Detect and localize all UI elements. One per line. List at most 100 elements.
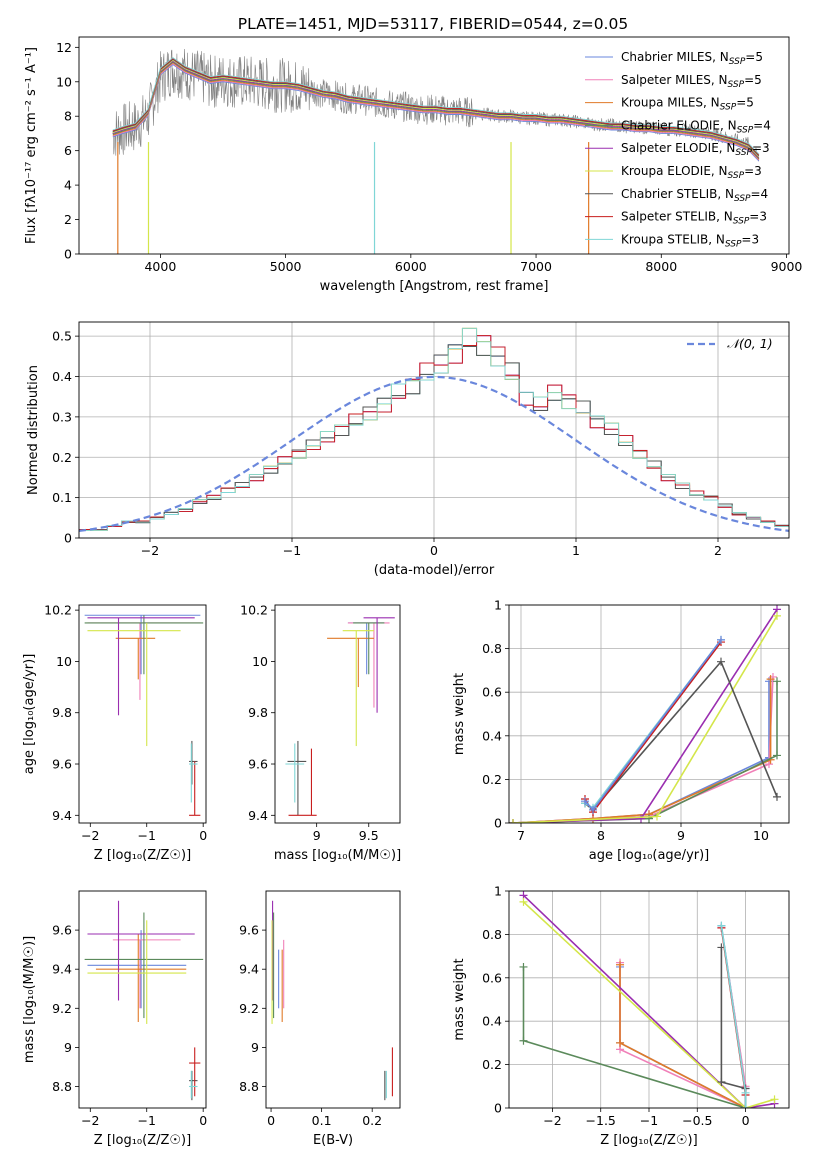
y-tick-label: 8: [64, 109, 72, 124]
z_age-panel: −2 −1 0 9.4 9.6 9.8 10 10.2 Z [log₁₀(Z/Z☉)] age […: [22, 603, 207, 863]
y-tick-label: 9.6: [248, 757, 268, 772]
y-tick-label: 9: [251, 1040, 259, 1055]
mass_age-panel: 9 9.5 9.4 9.6 9.8 10 10.2 mass [log₁₀(M/M☉)]: [240, 603, 401, 863]
y-tick-label: 0.8: [482, 641, 502, 656]
y-tick-label: 10.2: [240, 603, 268, 618]
x-tick-label: 0: [267, 1113, 275, 1128]
legend-subscript: SSP: [735, 148, 752, 158]
x-tick-label: 0: [430, 543, 438, 558]
x-axis-label: age [log₁₀(age/yr)]: [589, 848, 710, 863]
z_age-marks: [84, 614, 204, 816]
plot-layer: 4000 5000 6000 7000 8000 9000024681012wavelen…: [22, 36, 803, 1148]
y-tick-label: 10: [56, 74, 72, 89]
x-axis-label: Z [log₁₀(Z/Z☉)]: [600, 1133, 697, 1148]
legend-count: =5: [736, 96, 754, 110]
legend-subscript: SSP: [733, 217, 750, 227]
weight-line: [522, 894, 775, 1108]
weight-line: [512, 615, 778, 823]
y-tick-label: 9.4: [239, 962, 259, 977]
y-tick-label: 9: [64, 1040, 72, 1055]
weight-marker: [717, 921, 726, 930]
legend-subscript: SSP: [734, 194, 751, 204]
y-tick-label: 9.2: [52, 1001, 72, 1016]
x-tick-label: 0: [199, 828, 207, 843]
legend-count: =5: [745, 50, 763, 64]
weight-marker: [581, 797, 589, 806]
legend-entry: Salpeter MILES, NSSP=5: [621, 73, 762, 90]
weight-marker: [717, 1077, 726, 1086]
weight-line: [512, 681, 770, 823]
z_mass-panel: −2 −1 0 8.8 9 9.2 9.4 9.6 Z [log₁₀(Z/Z☉)] mass [l…: [22, 890, 207, 1148]
mass_age-marks: [285, 617, 395, 816]
axes-frame: [78, 36, 790, 255]
ebv_mass-panel: 0 0.1 0.2 8.8 9 9.2 9.4 9.6 E(B-V): [239, 890, 401, 1148]
weight-line: [522, 967, 746, 1108]
legend-entry: Kroupa MILES, NSSP=5: [621, 96, 754, 113]
y-tick-label: 8.8: [52, 1079, 72, 1094]
model-spectrum: [112, 61, 760, 159]
weight-marker: [519, 897, 528, 906]
legend-entry: Kroupa STELIB, NSSP=3: [621, 232, 759, 249]
x-tick-label: 9000: [771, 259, 803, 274]
legend-subscript: SSP: [728, 171, 745, 181]
weight-marker: [766, 675, 775, 684]
x-tick-label: 8: [597, 828, 605, 843]
y-tick-label: 0.2: [482, 1057, 502, 1072]
y-tick-label: 0.6: [482, 970, 502, 985]
y-tick-label: 0.4: [482, 1014, 502, 1029]
residuals-marks: [79, 327, 789, 532]
axes-frame: [508, 604, 790, 824]
y-tick-label: 0.4: [482, 728, 502, 743]
legend-entry: Kroupa ELODIE, NSSP=3: [621, 164, 762, 181]
x-axis-label: wavelength [Angstrom, rest frame]: [320, 279, 549, 294]
weight-marker: [765, 677, 773, 686]
weight-marker: [765, 760, 773, 769]
model-spectrum: [112, 62, 760, 160]
x-tick-label: 4000: [144, 259, 176, 274]
legend-count: =4: [751, 187, 769, 201]
x-tick-label: 5000: [270, 259, 302, 274]
x-tick-label: −2: [141, 543, 159, 558]
x-tick-label: 9.5: [359, 828, 379, 843]
weight-marker: [509, 819, 517, 823]
z_weight-marks: [519, 891, 779, 1108]
y-axis-label: mass [log₁₀(M/M☉)]: [22, 936, 37, 1063]
x-tick-label: −1: [138, 828, 156, 843]
figure-title: PLATE=1451, MJD=53117, FIBERID=0544, z=0…: [238, 15, 628, 33]
x-tick-label: 8000: [645, 259, 677, 274]
axes-frame: [265, 890, 401, 1109]
x-axis-label: Z [log₁₀(Z/Z☉)]: [94, 1133, 191, 1148]
axes-frame: [274, 604, 401, 824]
x-tick-label: 7: [517, 828, 525, 843]
y-tick-label: 9.4: [248, 808, 268, 823]
weight-marker: [741, 1088, 750, 1097]
legend-entry: Salpeter STELIB, NSSP=3: [621, 210, 767, 227]
legend-count: =4: [753, 118, 771, 132]
x-tick-label: 6000: [395, 259, 427, 274]
weight-line: [619, 964, 746, 1108]
y-tick-label: 0.4: [52, 369, 72, 384]
y-axis-label: age [log₁₀(age/yr)]: [22, 654, 37, 775]
weight-marker: [616, 960, 625, 969]
y-tick-label: 1: [494, 884, 502, 899]
y-axis-label: mass weight: [452, 958, 467, 1040]
x-tick-label: 0.2: [362, 1113, 382, 1128]
model-spectrum: [112, 57, 760, 155]
y-tick-label: 10: [56, 654, 72, 669]
weight-marker: [717, 657, 725, 666]
axes-frame: [78, 604, 207, 824]
legend-subscript: SSP: [737, 125, 754, 135]
y-tick-label: 10.2: [44, 603, 72, 618]
x-tick-label: 0.1: [312, 1113, 332, 1128]
y-tick-label: 0: [64, 247, 72, 262]
x-tick-label: −2: [81, 1113, 99, 1128]
weight-marker: [773, 611, 781, 620]
y-axis-label: Normed distribution: [26, 365, 41, 495]
y-tick-label: 0.2: [52, 450, 72, 465]
legend-count: =3: [741, 232, 759, 246]
x-tick-label: 9: [677, 828, 685, 843]
y-tick-label: 9.6: [52, 923, 72, 938]
weight-line: [522, 901, 775, 1108]
legend-entry: 𝒩(0, 1): [727, 336, 773, 351]
residuals-panel: −2 −1 0 1 2 0 0.1 0.2 0.3 0.4 0.5 (data-model)/erro…: [26, 321, 790, 578]
